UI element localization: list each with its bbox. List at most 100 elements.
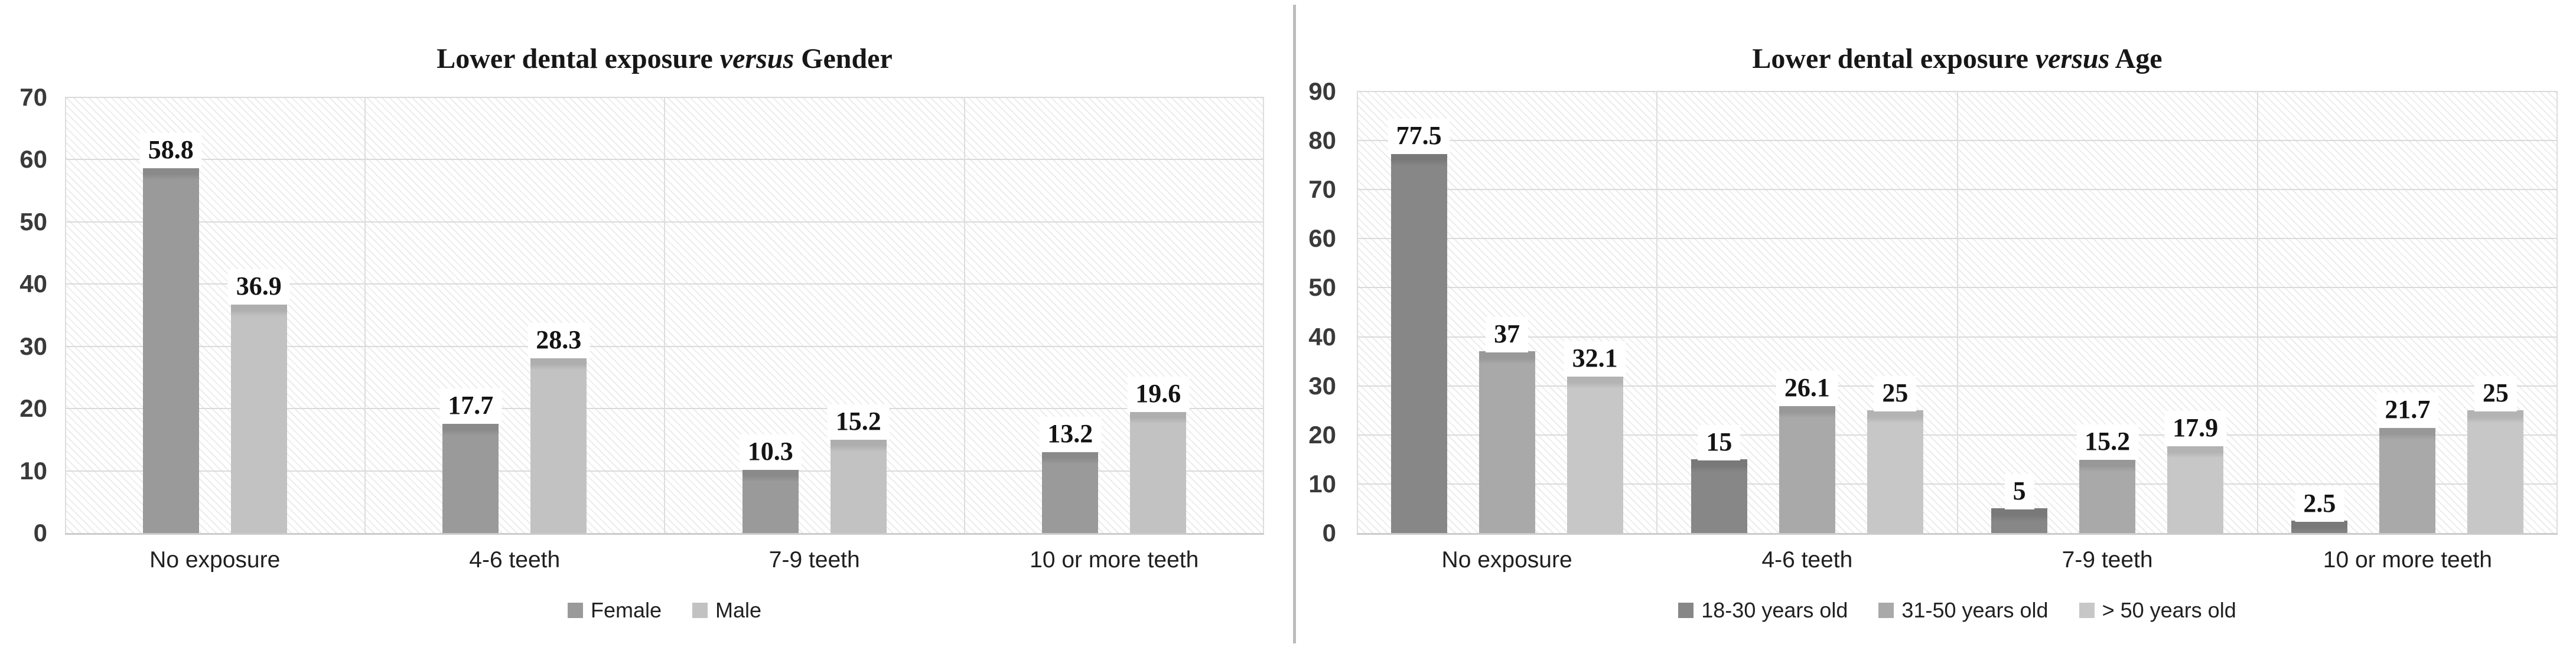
y-tick-label: 60 — [1308, 224, 1336, 253]
y-tick-label: 10 — [19, 456, 47, 485]
bar — [1991, 508, 2048, 533]
category-label: 4-6 teeth — [469, 547, 561, 573]
bar — [2167, 445, 2224, 533]
bar — [2467, 410, 2524, 533]
y-tick-label: 40 — [19, 270, 47, 298]
legend-swatch — [1878, 603, 1894, 618]
bar-value-label: 25 — [1874, 376, 1917, 412]
legend-label: 18-30 years old — [1701, 598, 1848, 622]
bar-value-label: 15.2 — [2076, 424, 2139, 460]
chart-title-prefix: Lower dental exposure — [437, 43, 720, 74]
bar — [1390, 152, 1447, 533]
legend: Female Male — [65, 597, 1264, 623]
bar — [1567, 375, 1623, 533]
bar — [1691, 459, 1747, 533]
plot-area — [65, 97, 1264, 535]
v-gridline — [2557, 91, 2558, 533]
chart-title-italic: versus — [719, 43, 794, 74]
v-gridline — [1263, 97, 1264, 533]
legend-item: Female — [567, 597, 662, 623]
legend-label: > 50 years old — [2102, 598, 2236, 622]
y-tick-label: 70 — [1308, 175, 1336, 204]
bar — [1042, 450, 1099, 533]
bar — [1478, 351, 1535, 533]
category-label: No exposure — [149, 547, 281, 573]
chart-title-prefix: Lower dental exposure — [1752, 43, 2036, 74]
category-label: 10 or more teeth — [2323, 547, 2492, 573]
y-tick-label: 20 — [1308, 420, 1336, 449]
y-tick-label: 0 — [33, 519, 47, 547]
y-tick-label: 30 — [19, 332, 47, 360]
legend-item: Male — [692, 597, 761, 623]
bar-value-label: 77.5 — [1388, 118, 1450, 154]
v-gridline — [963, 97, 965, 533]
y-tick-label: 40 — [1308, 322, 1336, 351]
bar-value-label: 21.7 — [2376, 392, 2439, 428]
v-gridline — [1656, 91, 1658, 533]
bar — [442, 423, 499, 533]
bar — [1867, 410, 1923, 533]
bar-value-label: 10.3 — [739, 434, 802, 470]
bar-value-label: 17.7 — [439, 388, 502, 424]
y-tick-label: 10 — [1308, 469, 1336, 498]
legend: 18-30 years old 31-50 years old > 50 years… — [1357, 597, 2558, 623]
bar — [2379, 426, 2436, 533]
bar — [830, 438, 887, 533]
bar — [230, 303, 287, 533]
bar-value-label: 28.3 — [527, 322, 590, 358]
bar — [530, 357, 587, 533]
bar-value-label: 26.1 — [1776, 371, 1838, 407]
category-label: No exposure — [1441, 547, 1572, 573]
v-gridline — [2256, 91, 2258, 533]
category-label: 10 or more teeth — [1030, 547, 1199, 573]
plot-area — [1357, 91, 2558, 535]
bar — [2291, 521, 2348, 533]
chart-title-italic: versus — [2035, 43, 2110, 74]
chart-title: Lower dental exposure versus Gender — [65, 43, 1264, 75]
chart-title-suffix: Age — [2109, 43, 2163, 74]
legend-swatch — [2079, 603, 2095, 618]
y-tick-label: 50 — [19, 207, 47, 236]
bar-value-label: 36.9 — [227, 269, 290, 305]
bar-value-label: 13.2 — [1039, 416, 1102, 452]
legend-swatch — [1678, 603, 1694, 618]
bar-value-label: 5 — [2004, 474, 2034, 510]
bar-value-label: 58.8 — [139, 133, 202, 169]
y-tick-label: 60 — [19, 145, 47, 174]
bar-value-label: 15.2 — [827, 404, 890, 440]
legend-item: 31-50 years old — [1878, 597, 2049, 623]
bar-value-label: 32.1 — [1564, 341, 1626, 377]
v-gridline — [664, 97, 665, 533]
bar-value-label: 19.6 — [1127, 377, 1190, 413]
bar — [2079, 458, 2136, 533]
category-label: 7-9 teeth — [768, 547, 860, 573]
y-tick-label: 50 — [1308, 273, 1336, 302]
y-tick-label: 90 — [1308, 77, 1336, 105]
bar — [1779, 405, 1835, 533]
bar-value-label: 37 — [1486, 317, 1529, 353]
bar — [1130, 411, 1187, 533]
legend-swatch — [692, 603, 708, 618]
legend-label: Female — [590, 598, 662, 622]
v-gridline — [1956, 91, 1958, 533]
legend-swatch — [567, 603, 583, 618]
v-gridline — [1357, 91, 1358, 533]
legend-label: Male — [715, 598, 762, 622]
panel-divider — [1293, 5, 1296, 643]
bar — [142, 167, 199, 533]
y-tick-label: 80 — [1308, 126, 1336, 155]
legend-item: 18-30 years old — [1678, 597, 1848, 623]
y-tick-label: 30 — [1308, 371, 1336, 400]
bar-value-label: 2.5 — [2295, 486, 2344, 522]
y-tick-label: 70 — [19, 83, 47, 111]
legend-item: > 50 years old — [2079, 597, 2236, 623]
v-gridline — [364, 97, 366, 533]
bar — [742, 469, 799, 533]
bar-value-label: 25 — [2474, 376, 2517, 412]
legend-label: 31-50 years old — [1901, 598, 2049, 622]
y-tick-label: 0 — [1322, 519, 1336, 547]
y-tick-label: 20 — [19, 394, 47, 423]
